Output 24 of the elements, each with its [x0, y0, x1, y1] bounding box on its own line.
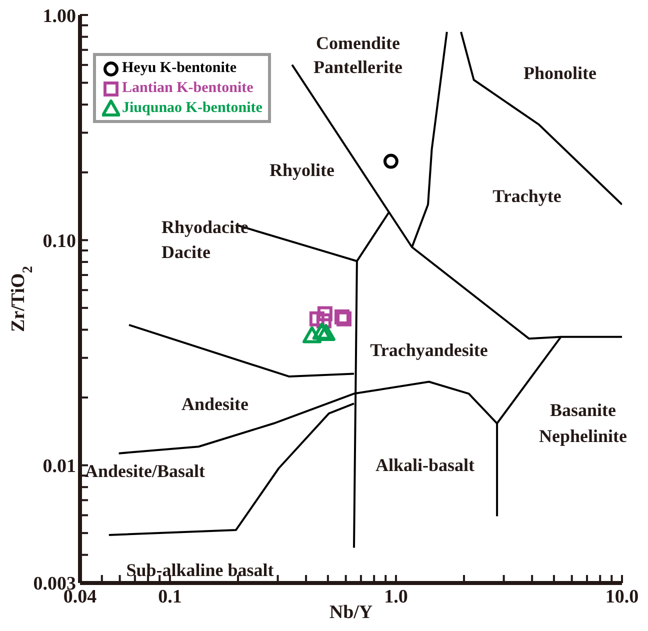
annotation: Basanite — [550, 400, 616, 420]
annotation: Alkali-basalt — [375, 455, 475, 475]
annotation: Phonolite — [523, 63, 597, 83]
y-tick-label: 0.10 — [42, 230, 76, 252]
annotation: Nephelinite — [539, 426, 627, 446]
annotation: Comendite — [316, 33, 400, 53]
y-tick-label: 1.00 — [42, 6, 76, 27]
x-axis-title: Nb/Y — [329, 602, 373, 623]
x-tick-label: 1.0 — [384, 586, 408, 608]
annotation: Rhyolite — [270, 160, 334, 180]
annotation: Trachyandesite — [370, 340, 488, 360]
x-tick-label: 0.1 — [158, 586, 182, 608]
annotation: Dacite — [162, 242, 210, 262]
annotation: Rhyodacite — [162, 217, 248, 237]
annotation: Andesite — [182, 394, 248, 414]
annotation: Andesite/Basalt — [84, 461, 206, 481]
y-tick-label: 0.01 — [42, 456, 76, 478]
annotation: Sub-alkaline basalt — [126, 560, 274, 580]
x-tick-label: 10.0 — [605, 586, 639, 608]
legend-label: Lantian K-bentonite — [122, 79, 254, 98]
legend-label: Jiuqunao K-bentonite — [122, 99, 262, 118]
annotation: Pantellerite — [314, 57, 402, 77]
annotation: Trachyte — [492, 186, 562, 206]
legend-label: Heyu K-bentonite — [122, 59, 237, 78]
